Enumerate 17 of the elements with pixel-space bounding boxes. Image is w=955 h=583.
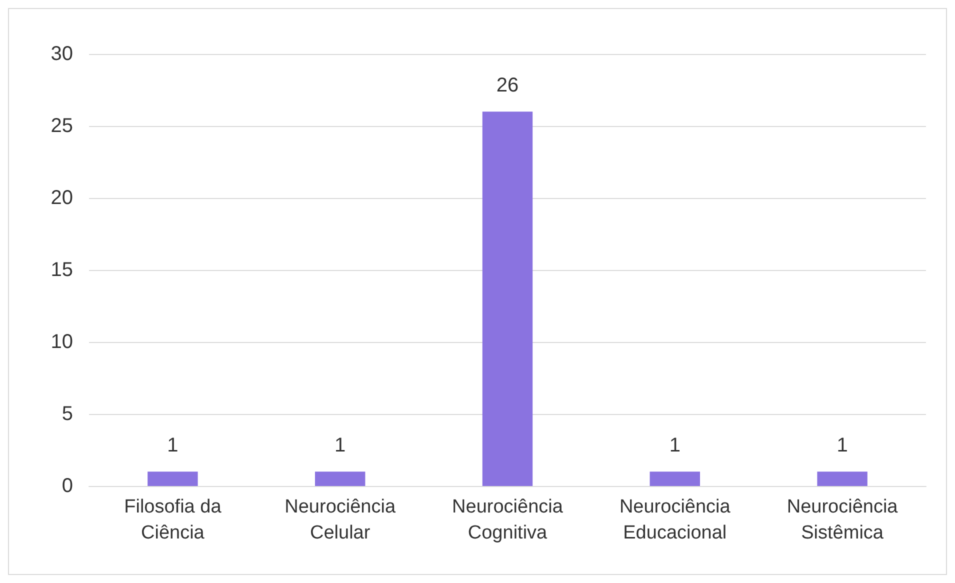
data-label: 1 bbox=[334, 434, 346, 457]
data-label: 26 bbox=[496, 74, 519, 97]
data-label: 1 bbox=[836, 434, 848, 457]
y-tick-label: 30 bbox=[50, 43, 73, 65]
y-tick-label: 0 bbox=[62, 475, 73, 497]
y-tick-label: 25 bbox=[50, 115, 73, 137]
y-tick-label: 15 bbox=[50, 259, 73, 281]
x-tick-label: Neurociência Sistêmica bbox=[786, 496, 898, 544]
data-label: 1 bbox=[167, 434, 178, 457]
data-label: 1 bbox=[669, 434, 680, 457]
x-tick-label: Neurociência Cognitiva bbox=[452, 496, 564, 544]
y-tick-label: 10 bbox=[50, 331, 73, 353]
y-tick-label: 20 bbox=[50, 187, 73, 209]
x-tick-label: Filosofia da Ciência bbox=[124, 496, 222, 544]
x-tick-label: Neurociência Celular bbox=[284, 496, 396, 544]
y-tick-label: 5 bbox=[62, 403, 73, 425]
x-tick-label: Neurociência Educacional bbox=[619, 496, 731, 544]
